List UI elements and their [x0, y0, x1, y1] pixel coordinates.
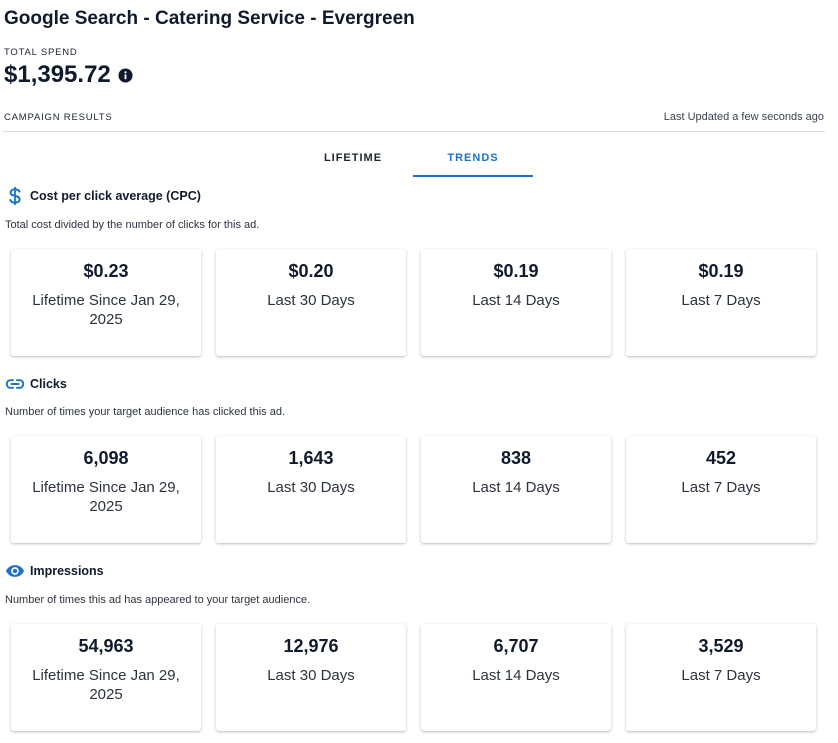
card-label: Lifetime Since Jan 29, 2025: [32, 292, 180, 328]
card-value: 452: [705, 448, 737, 468]
last-updated-text: Last Updated a few seconds ago: [663, 111, 824, 123]
clicks-card-7-days: 452 Last 7 Days: [626, 436, 816, 543]
card-value: 6,098: [83, 448, 129, 468]
page-title: Google Search - Catering Service - Everg…: [4, 8, 415, 29]
section-impressions-header: Impressions: [5, 561, 104, 581]
impressions-card-7-days: 3,529 Last 7 Days: [626, 624, 816, 731]
section-clicks-description: Number of times your target audience has…: [5, 406, 286, 418]
impressions-card-lifetime: 54,963 Lifetime Since Jan 29, 2025: [11, 624, 201, 731]
card-label: Last 14 Days: [472, 479, 560, 496]
info-icon[interactable]: [118, 67, 133, 83]
section-clicks-title: Clicks: [30, 377, 67, 391]
section-impressions-title: Impressions: [30, 564, 104, 578]
section-impressions-description: Number of times this ad has appeared to …: [5, 594, 311, 606]
card-value: $0.19: [698, 261, 744, 281]
card-label: Last 14 Days: [472, 667, 560, 684]
section-cpc-header: Cost per click average (CPC): [5, 186, 201, 206]
cpc-card-lifetime: $0.23 Lifetime Since Jan 29, 2025: [11, 249, 201, 356]
card-value: $0.23: [83, 261, 129, 281]
card-value: 54,963: [78, 636, 134, 656]
card-value: 12,976: [283, 636, 339, 656]
card-label: Last 30 Days: [267, 292, 355, 309]
link-icon: [5, 374, 25, 394]
card-label: Lifetime Since Jan 29, 2025: [32, 479, 180, 515]
campaign-results-label: CAMPAIGN RESULTS: [4, 112, 113, 123]
impressions-card-30-days: 12,976 Last 30 Days: [216, 624, 406, 731]
section-cpc-title: Cost per click average (CPC): [30, 189, 201, 203]
clicks-card-14-days: 838 Last 14 Days: [421, 436, 611, 543]
card-value: 1,643: [288, 448, 334, 468]
impressions-card-14-days: 6,707 Last 14 Days: [421, 624, 611, 731]
section-cpc-description: Total cost divided by the number of clic…: [5, 219, 260, 231]
divider: [3, 131, 825, 132]
total-spend-label: TOTAL SPEND: [4, 47, 78, 58]
tab-trends[interactable]: TRENDS: [413, 148, 533, 177]
card-value: 3,529: [698, 636, 744, 656]
tab-lifetime[interactable]: LIFETIME: [323, 152, 383, 164]
card-value: 838: [500, 448, 532, 468]
card-label: Last 7 Days: [681, 479, 761, 496]
card-label: Last 7 Days: [681, 667, 761, 684]
card-label: Last 30 Days: [267, 479, 355, 496]
total-spend: $1,395.72: [4, 61, 133, 89]
section-clicks-header: Clicks: [5, 374, 67, 394]
cpc-card-7-days: $0.19 Last 7 Days: [626, 249, 816, 356]
card-value: $0.19: [493, 261, 539, 281]
dollar-icon: [5, 186, 25, 206]
card-label: Lifetime Since Jan 29, 2025: [32, 667, 180, 703]
cpc-card-14-days: $0.19 Last 14 Days: [421, 249, 611, 356]
card-value: $0.20: [288, 261, 334, 281]
clicks-card-30-days: 1,643 Last 30 Days: [216, 436, 406, 543]
card-label: Last 7 Days: [681, 292, 761, 309]
card-label: Last 30 Days: [267, 667, 355, 684]
card-label: Last 14 Days: [472, 292, 560, 309]
clicks-card-lifetime: 6,098 Lifetime Since Jan 29, 2025: [11, 436, 201, 543]
total-spend-value: $1,395.72: [4, 61, 111, 88]
card-value: 6,707: [493, 636, 539, 656]
eye-icon: [5, 561, 25, 581]
cpc-card-30-days: $0.20 Last 30 Days: [216, 249, 406, 356]
